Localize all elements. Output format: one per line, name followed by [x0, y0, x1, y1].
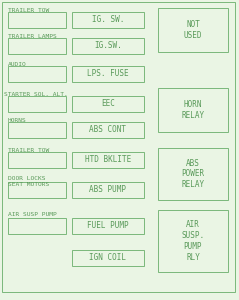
- Text: FUEL PUMP: FUEL PUMP: [87, 221, 129, 230]
- Bar: [158, 88, 228, 132]
- Text: AUDIO: AUDIO: [8, 62, 27, 67]
- Bar: [158, 8, 228, 52]
- Text: ABS CONT: ABS CONT: [89, 125, 126, 134]
- Text: AIR
SUSP.
PUMP
RLY: AIR SUSP. PUMP RLY: [181, 220, 205, 262]
- Bar: [158, 148, 228, 200]
- Text: TRAILER TOW: TRAILER TOW: [8, 148, 49, 153]
- Bar: [72, 218, 144, 234]
- Text: EEC: EEC: [101, 100, 115, 109]
- Bar: [72, 66, 144, 82]
- Bar: [8, 182, 66, 198]
- Text: HTD BKLITE: HTD BKLITE: [85, 155, 131, 164]
- Bar: [72, 250, 144, 266]
- Bar: [72, 96, 144, 112]
- Bar: [72, 12, 144, 28]
- Bar: [72, 122, 144, 138]
- Bar: [8, 96, 66, 112]
- Bar: [158, 210, 228, 272]
- Bar: [8, 122, 66, 138]
- Text: HORN
RELAY: HORN RELAY: [181, 100, 205, 120]
- Text: ABS PUMP: ABS PUMP: [89, 185, 126, 194]
- Bar: [72, 38, 144, 54]
- Text: HORNS: HORNS: [8, 118, 27, 123]
- Bar: [72, 152, 144, 168]
- Text: STARTER SOL. ALT.: STARTER SOL. ALT.: [4, 92, 68, 97]
- Bar: [8, 38, 66, 54]
- Text: IGN COIL: IGN COIL: [89, 254, 126, 262]
- Text: NOT
USED: NOT USED: [184, 20, 202, 40]
- Bar: [8, 152, 66, 168]
- Text: IG. SW.: IG. SW.: [92, 16, 124, 25]
- Bar: [8, 66, 66, 82]
- Text: TRAILER LAMPS: TRAILER LAMPS: [8, 34, 57, 39]
- Bar: [8, 218, 66, 234]
- Bar: [8, 12, 66, 28]
- Text: LPS. FUSE: LPS. FUSE: [87, 70, 129, 79]
- Text: DOOR LOCKS
SEAT MOTORS: DOOR LOCKS SEAT MOTORS: [8, 176, 49, 187]
- Text: ABS
POWER
RELAY: ABS POWER RELAY: [181, 159, 205, 189]
- Bar: [72, 182, 144, 198]
- Text: IG.SW.: IG.SW.: [94, 41, 122, 50]
- Text: TRAILER TOW: TRAILER TOW: [8, 8, 49, 13]
- Text: AIR SUSP PUMP: AIR SUSP PUMP: [8, 212, 57, 217]
